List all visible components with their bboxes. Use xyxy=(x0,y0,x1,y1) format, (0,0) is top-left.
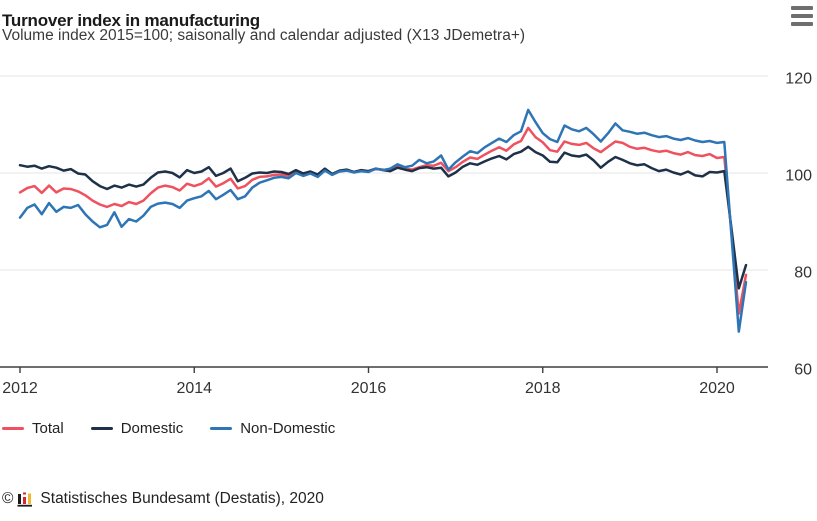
x-tick-label: 2012 xyxy=(2,380,38,397)
line-chart-plot[interactable]: 60 80 100 120 2012 2014 2016 2018 2020 xyxy=(0,55,817,405)
legend-item-non-domestic[interactable]: Non-Domestic xyxy=(210,420,335,437)
y-tick-label: 80 xyxy=(794,265,812,282)
legend-item-domestic[interactable]: Domestic xyxy=(90,420,184,437)
copyright-symbol: © xyxy=(2,490,14,507)
x-tick-label: 2018 xyxy=(525,380,561,397)
series-line-non-domestic[interactable] xyxy=(18,108,748,333)
legend-label-domestic: Domestic xyxy=(120,420,184,437)
menu-icon-bar xyxy=(791,6,813,10)
destatis-bar-chart-logo-icon xyxy=(17,491,34,508)
menu-icon-bar xyxy=(791,14,813,18)
y-tick-label: 120 xyxy=(785,71,812,88)
y-tick-label: 100 xyxy=(785,168,812,185)
legend: Total Domestic Non-Domestic xyxy=(2,420,362,437)
legend-swatch-domestic xyxy=(90,427,113,430)
legend-label-total: Total xyxy=(32,420,64,437)
x-tick-label: 2020 xyxy=(699,380,735,397)
y-tick-label: 60 xyxy=(794,362,812,379)
series-line-domestic[interactable] xyxy=(18,145,748,290)
source-attribution: © Statistisches Bundesamt (Destatis), 20… xyxy=(2,490,324,508)
legend-label-non-domestic: Non-Domestic xyxy=(240,420,336,437)
page-title: Turnover index in manufacturing xyxy=(2,11,260,31)
x-tick-label: 2014 xyxy=(176,380,212,397)
legend-swatch-total xyxy=(2,427,24,430)
page-subtitle: Volume index 2015=100; saisonally and ca… xyxy=(2,27,526,44)
legend-swatch-non-domestic xyxy=(210,427,233,430)
chart-area: 60 80 100 120 2012 2014 2016 2018 2020 xyxy=(0,55,817,405)
x-tick-label: 2016 xyxy=(351,380,387,397)
menu-icon[interactable] xyxy=(791,6,813,26)
menu-icon-bar xyxy=(791,22,813,26)
source-text: Statistisches Bundesamt (Destatis), 2020 xyxy=(40,490,324,507)
legend-item-total[interactable]: Total xyxy=(2,420,64,437)
